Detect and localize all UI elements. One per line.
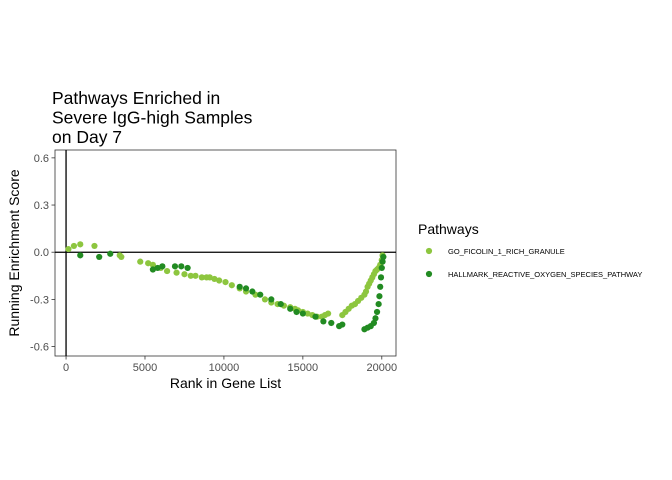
legend-key: [425, 247, 433, 255]
y-tick-label: -0.6: [30, 342, 49, 354]
data-point: [320, 318, 327, 325]
data-point: [107, 250, 114, 257]
y-tick-label: 0.6: [34, 153, 49, 165]
data-point: [304, 310, 311, 317]
legend-label: HALLMARK_REACTIVE_OXYGEN_SPECIES_PATHWAY: [448, 270, 642, 279]
data-point: [178, 263, 185, 270]
legend-label: GO_FICOLIN_1_RICH_GRANULE: [448, 247, 565, 256]
data-point: [192, 272, 199, 279]
data-point: [228, 282, 235, 289]
x-axis: 0 5000 10000 15000 20000: [63, 356, 397, 374]
x-axis-title: Rank in Gene List: [170, 375, 281, 391]
x-tick-label: 15000: [288, 362, 319, 374]
data-point: [376, 293, 383, 300]
data-point: [277, 301, 284, 308]
data-point: [181, 271, 188, 278]
data-point: [339, 321, 346, 328]
legend-title: Pathways: [418, 221, 479, 237]
data-point: [268, 296, 275, 303]
data-point: [378, 264, 385, 272]
data-point: [173, 269, 180, 276]
data-point: [379, 258, 386, 265]
data-point: [184, 264, 191, 272]
data-point: [216, 277, 223, 284]
data-point: [149, 266, 156, 273]
data-point: [370, 319, 377, 327]
data-point: [287, 305, 294, 312]
data-point: [249, 288, 256, 295]
chart-title-line: Severe IgG-high Samples: [52, 108, 253, 128]
data-point: [77, 241, 84, 248]
series-points: [77, 250, 387, 333]
x-tick-label: 20000: [366, 362, 397, 374]
data-point: [222, 278, 229, 286]
chart-title-line: on Day 7: [52, 127, 122, 147]
data-point: [312, 313, 319, 320]
data-point: [372, 315, 379, 322]
data-point: [325, 310, 332, 317]
data-point: [375, 301, 382, 308]
data-point: [149, 261, 156, 268]
data-points: [65, 241, 387, 333]
data-point: [257, 291, 264, 298]
data-point: [118, 253, 125, 261]
data-point: [198, 274, 205, 281]
legend-item: HALLMARK_REACTIVE_OXYGEN_SPECIES_PATHWAY: [425, 270, 642, 279]
data-point: [159, 263, 166, 270]
data-point: [236, 283, 243, 290]
data-point: [377, 274, 385, 281]
data-point: [211, 275, 218, 283]
chart-title-line: Pathways Enriched in: [52, 88, 220, 108]
y-axis: -0.6 -0.3 0.0 0.3 0.6: [30, 153, 55, 354]
data-point: [145, 260, 152, 267]
data-point: [377, 283, 384, 290]
data-point: [70, 242, 78, 250]
x-tick-label: 0: [63, 362, 69, 374]
legend-key: [425, 270, 433, 278]
data-point: [206, 274, 213, 281]
data-point: [299, 310, 306, 317]
data-point: [65, 245, 72, 253]
y-tick-label: 0.0: [34, 247, 49, 259]
data-point: [96, 253, 103, 261]
data-point: [91, 242, 98, 250]
x-tick-label: 5000: [133, 362, 157, 374]
data-point: [154, 264, 161, 272]
data-point: [163, 267, 171, 275]
data-point: [380, 253, 387, 261]
legend: Pathways GO_FICOLIN_1_RICH_GRANULE HALLMA…: [418, 221, 642, 279]
data-point: [242, 285, 250, 292]
y-tick-label: 0.3: [34, 200, 49, 212]
data-point: [328, 319, 335, 327]
data-point: [77, 252, 84, 259]
data-point: [293, 308, 300, 316]
y-axis-title: Running Enrichment Score: [6, 169, 22, 337]
data-point: [373, 308, 381, 316]
x-tick-label: 10000: [209, 362, 240, 374]
data-point: [187, 272, 194, 279]
legend-item: GO_FICOLIN_1_RICH_GRANULE: [425, 247, 565, 256]
data-point: [362, 288, 370, 295]
data-point: [171, 263, 179, 270]
data-point: [261, 296, 269, 303]
data-point: [137, 258, 144, 265]
y-tick-label: -0.3: [30, 294, 49, 306]
